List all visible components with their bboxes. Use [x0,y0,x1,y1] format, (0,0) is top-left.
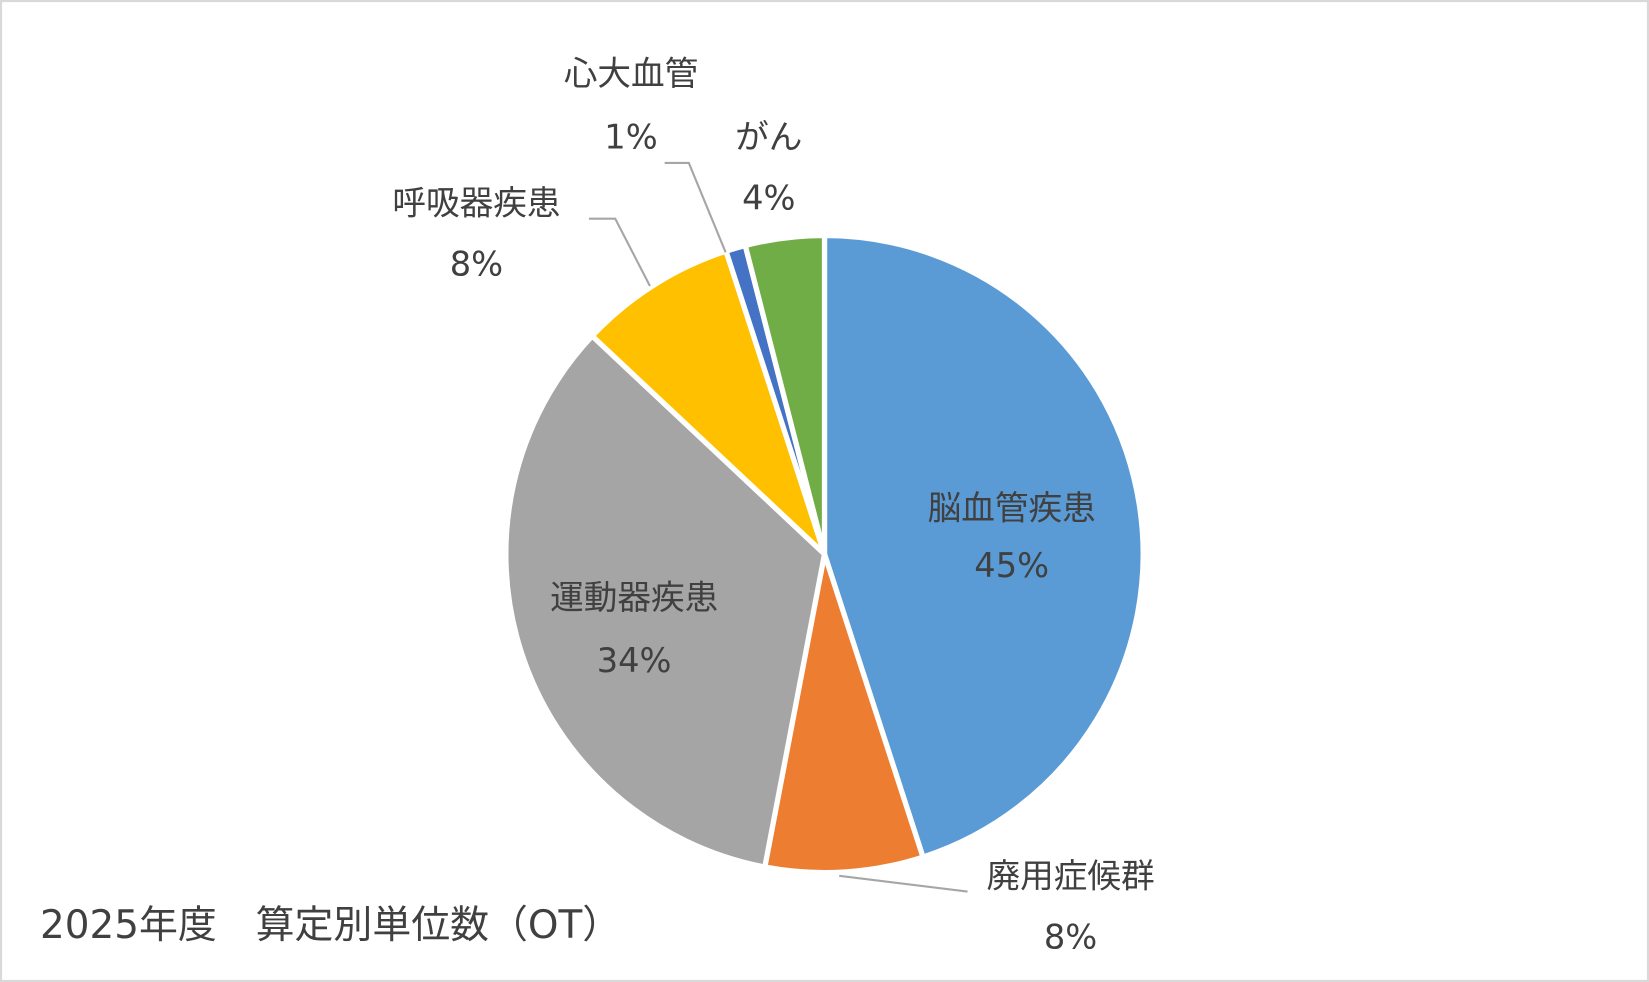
pie-slice [821,232,1146,860]
value-label: 4% [742,178,795,217]
leader-line [839,874,968,893]
category-label: 呼吸器疾患 [392,184,560,223]
category-label: 運動器疾患 [550,578,718,617]
pie [503,232,1146,876]
labels: 脳血管疾患 45% 廃用症候群 8% 運動器疾患 34% 呼吸器疾患 8% 心大血管 1% がん 4% [392,54,1154,956]
chart-title: 2025年度 算定別単位数（OT） [40,903,621,948]
value-label: 34% [597,641,672,680]
value-label: 8% [1044,917,1097,956]
leader-line [664,161,727,253]
category-label: 脳血管疾患 [928,488,1096,527]
value-label: 45% [974,546,1049,585]
pie-slice [589,248,828,557]
value-label: 8% [450,245,503,284]
pie-slice [742,232,828,557]
category-label: がん [735,117,802,156]
leader-line [588,217,651,287]
pie-slice [503,333,828,870]
value-label: 1% [604,117,657,156]
category-label: 心大血管 [564,54,699,93]
category-label: 廃用症候群 [987,856,1155,895]
pie-slice [762,551,926,876]
